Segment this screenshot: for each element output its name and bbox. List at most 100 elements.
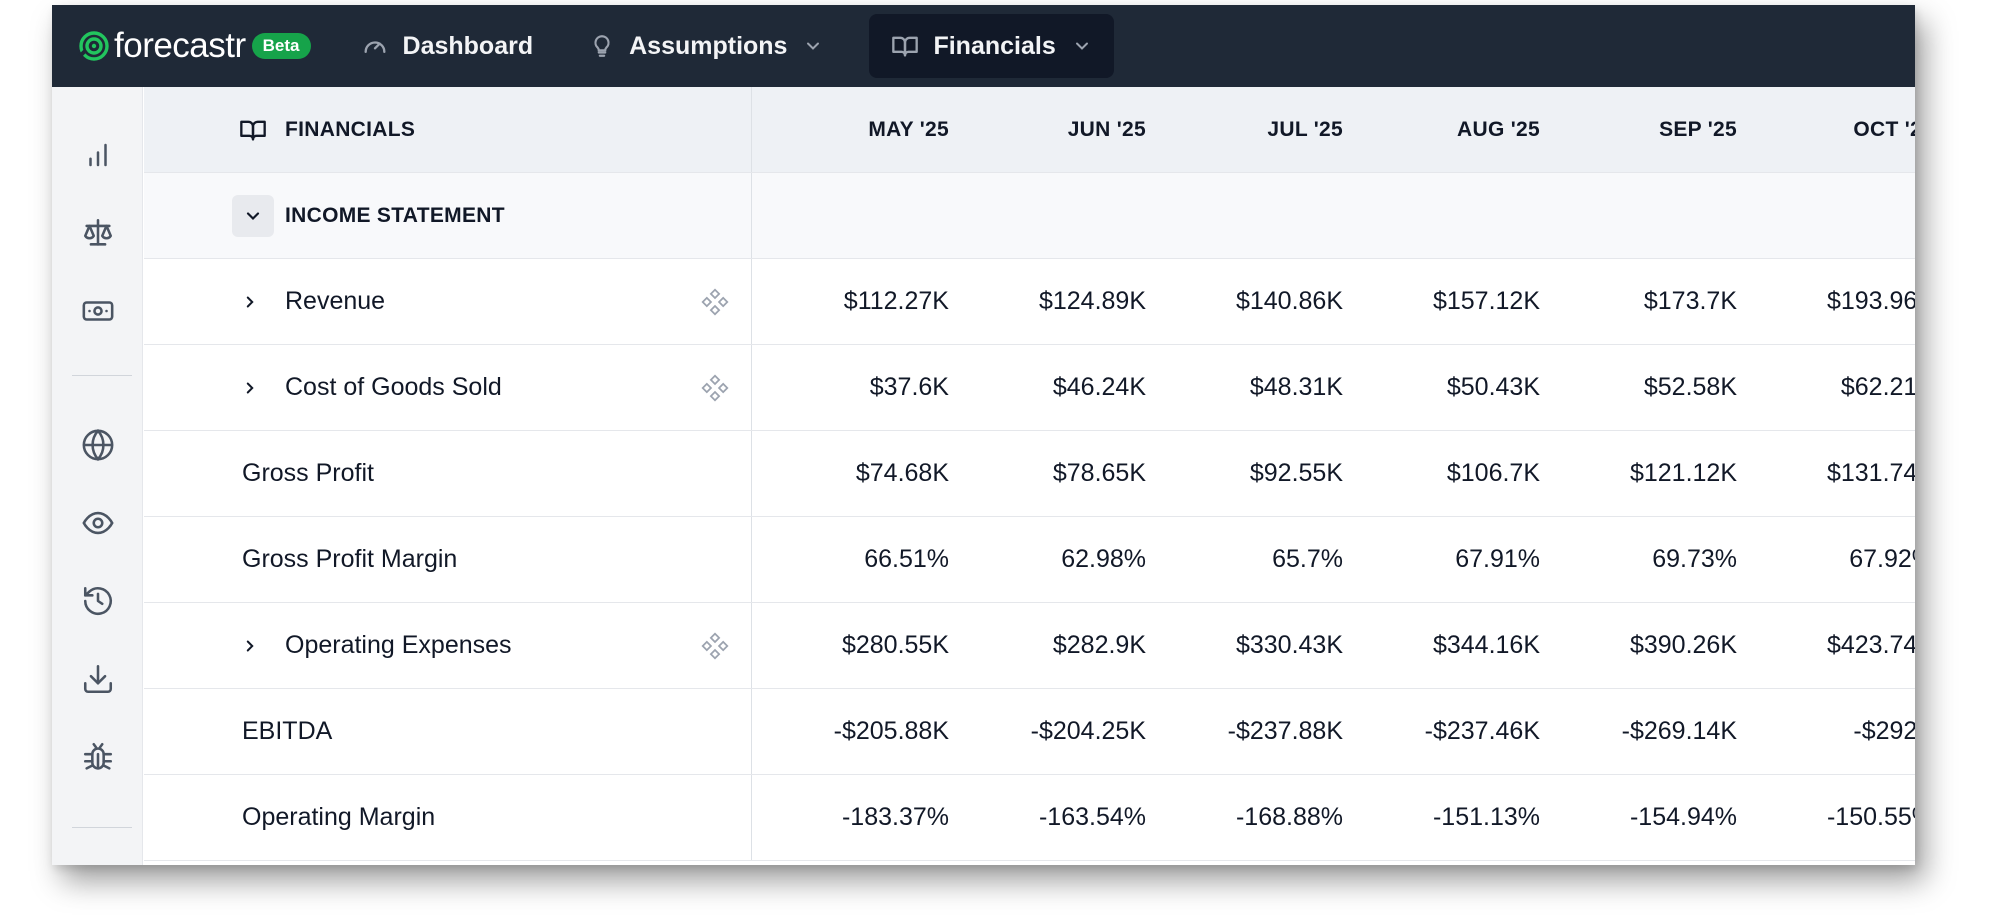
nav-financials[interactable]: Financials	[869, 14, 1114, 78]
row-label-cell: Cost of Goods Sold	[144, 345, 752, 430]
column-header: JUL '25	[1267, 117, 1343, 141]
table-cell: -$237.88K	[1227, 717, 1343, 745]
table-cell: -163.54%	[1038, 803, 1146, 831]
gauge-icon	[364, 41, 386, 53]
eye-icon[interactable]	[80, 505, 116, 541]
globe-icon[interactable]	[80, 427, 116, 463]
table-cell: $121.12K	[1629, 459, 1737, 487]
chevron-right-icon[interactable]	[240, 636, 260, 656]
sidebar-divider	[72, 375, 132, 376]
table-cell: $62.21K	[1840, 373, 1915, 401]
chevron-right-icon[interactable]	[240, 292, 260, 312]
chevron-down-icon	[807, 42, 820, 50]
column-header: JUN '25	[1067, 117, 1146, 141]
table-header-row: FINANCIALS MAY '25 JUN '25 JUL '25 AUG '25 S…	[144, 87, 1915, 173]
table-cell: $52.58K	[1643, 373, 1737, 401]
component-icon[interactable]	[701, 373, 729, 402]
row-label-cell: Gross Profit	[144, 431, 752, 516]
table-cell: $92.55K	[1249, 459, 1343, 487]
app-window: forecastr Beta Dashboard Assumptions Fin…	[52, 5, 1915, 865]
lightbulb-icon	[594, 35, 610, 57]
nav-dashboard-label: Dashboard	[402, 31, 534, 60]
table-cell: -150.55%	[1826, 803, 1915, 831]
table-cell: $423.74K	[1826, 631, 1915, 659]
chevron-down-icon	[246, 211, 260, 220]
table-cell: -183.37%	[841, 803, 949, 831]
table-cell: 67.91%	[1455, 545, 1540, 573]
table-row: Gross Profit $74.68K $78.65K $92.55K $106.7K…	[144, 431, 1915, 517]
row-label-cell: Operating Expenses	[144, 603, 752, 688]
brand[interactable]: forecastr Beta	[78, 26, 311, 66]
beta-badge: Beta	[251, 33, 311, 59]
table-row[interactable]: Cost of Goods Sold $37.6K $46.24K $48.31K $5…	[144, 345, 1915, 431]
table-row[interactable]: Revenue $112.27K $124.89K $140.86K $157.12K $…	[144, 259, 1915, 345]
row-label: EBITDA	[242, 717, 333, 745]
table-cell: -$269.14K	[1621, 717, 1737, 745]
table-cell: 62.98%	[1061, 545, 1146, 573]
table-cell: -151.13%	[1432, 803, 1540, 831]
table-cell: $157.12K	[1432, 287, 1540, 315]
row-label-cell: Revenue	[144, 259, 752, 344]
component-icon[interactable]	[701, 287, 729, 316]
table-cell: $330.43K	[1235, 631, 1343, 659]
chevron-down-icon	[1075, 42, 1088, 50]
row-label: Operating Expenses	[285, 631, 512, 659]
book-open-icon	[240, 120, 266, 141]
table-cell: $74.68K	[855, 459, 949, 487]
brand-name: forecastr	[114, 26, 246, 65]
section-title: INCOME STATEMENT	[285, 203, 505, 227]
column-header: OCT '25	[1853, 117, 1915, 141]
section-row: INCOME STATEMENT	[144, 173, 1915, 259]
table-cell: $48.31K	[1249, 373, 1343, 401]
row-label: Cost of Goods Sold	[285, 373, 502, 401]
table-cell: $193.96K	[1826, 287, 1915, 315]
table-row: Operating Margin -183.37% -163.54% -168.88%…	[144, 775, 1915, 861]
table-cell: $37.6K	[869, 373, 949, 401]
table-cell: $131.74K	[1826, 459, 1915, 487]
component-icon[interactable]	[701, 631, 729, 660]
row-label-cell: EBITDA	[144, 689, 752, 774]
download-icon[interactable]	[80, 661, 116, 697]
table-cell: 65.7%	[1272, 545, 1343, 573]
sidebar-divider	[72, 827, 132, 828]
row-label: Gross Profit	[242, 459, 374, 487]
nav-assumptions[interactable]: Assumptions	[567, 14, 845, 78]
bug-icon[interactable]	[80, 739, 116, 775]
table-cell: $282.9K	[1052, 631, 1146, 659]
section-label-cell: INCOME STATEMENT	[144, 173, 752, 258]
table-cell: 66.51%	[864, 545, 949, 573]
row-label: Revenue	[285, 287, 386, 315]
scale-icon[interactable]	[80, 215, 116, 251]
cash-icon[interactable]	[80, 293, 116, 329]
nav-dashboard[interactable]: Dashboard	[339, 14, 556, 78]
table-row: EBITDA -$205.88K -$204.25K -$237.88K -$237.4…	[144, 689, 1915, 775]
table-cell: $46.24K	[1052, 373, 1146, 401]
column-header: AUG '25	[1457, 117, 1540, 141]
row-label: Operating Margin	[242, 803, 436, 831]
table-cell: -$237.46K	[1424, 717, 1540, 745]
forecastr-logo-icon	[78, 31, 109, 61]
table-cell: $78.65K	[1052, 459, 1146, 487]
table-cell: 67.92%	[1849, 545, 1915, 573]
table-cell: $344.16K	[1432, 631, 1540, 659]
table-cell: -$292K	[1853, 717, 1915, 745]
table-cell: $140.86K	[1235, 287, 1343, 315]
nav-financials-label: Financials	[933, 31, 1056, 60]
financials-table: FINANCIALS MAY '25 JUN '25 JUL '25 AUG '25 S…	[144, 87, 1915, 865]
bar-chart-icon[interactable]	[80, 137, 116, 173]
chevron-right-icon[interactable]	[240, 378, 260, 398]
table-cell: $173.7K	[1643, 287, 1737, 315]
row-label-cell: Operating Margin	[144, 775, 752, 860]
table-cell: $280.55K	[841, 631, 949, 659]
row-label: Gross Profit Margin	[242, 545, 458, 573]
history-icon[interactable]	[80, 583, 116, 619]
table-cell: $106.7K	[1446, 459, 1540, 487]
nav-assumptions-label: Assumptions	[629, 31, 788, 60]
top-nav: forecastr Beta Dashboard Assumptions Fin…	[52, 5, 1915, 87]
table-cell: $112.27K	[843, 287, 949, 315]
section-collapse-button[interactable]	[232, 194, 274, 237]
table-row[interactable]: Operating Expenses $280.55K $282.9K $330.43…	[144, 603, 1915, 689]
row-label-cell: Gross Profit Margin	[144, 517, 752, 602]
table-cell: -$204.25K	[1030, 717, 1146, 745]
table-cell: 69.73%	[1652, 545, 1737, 573]
